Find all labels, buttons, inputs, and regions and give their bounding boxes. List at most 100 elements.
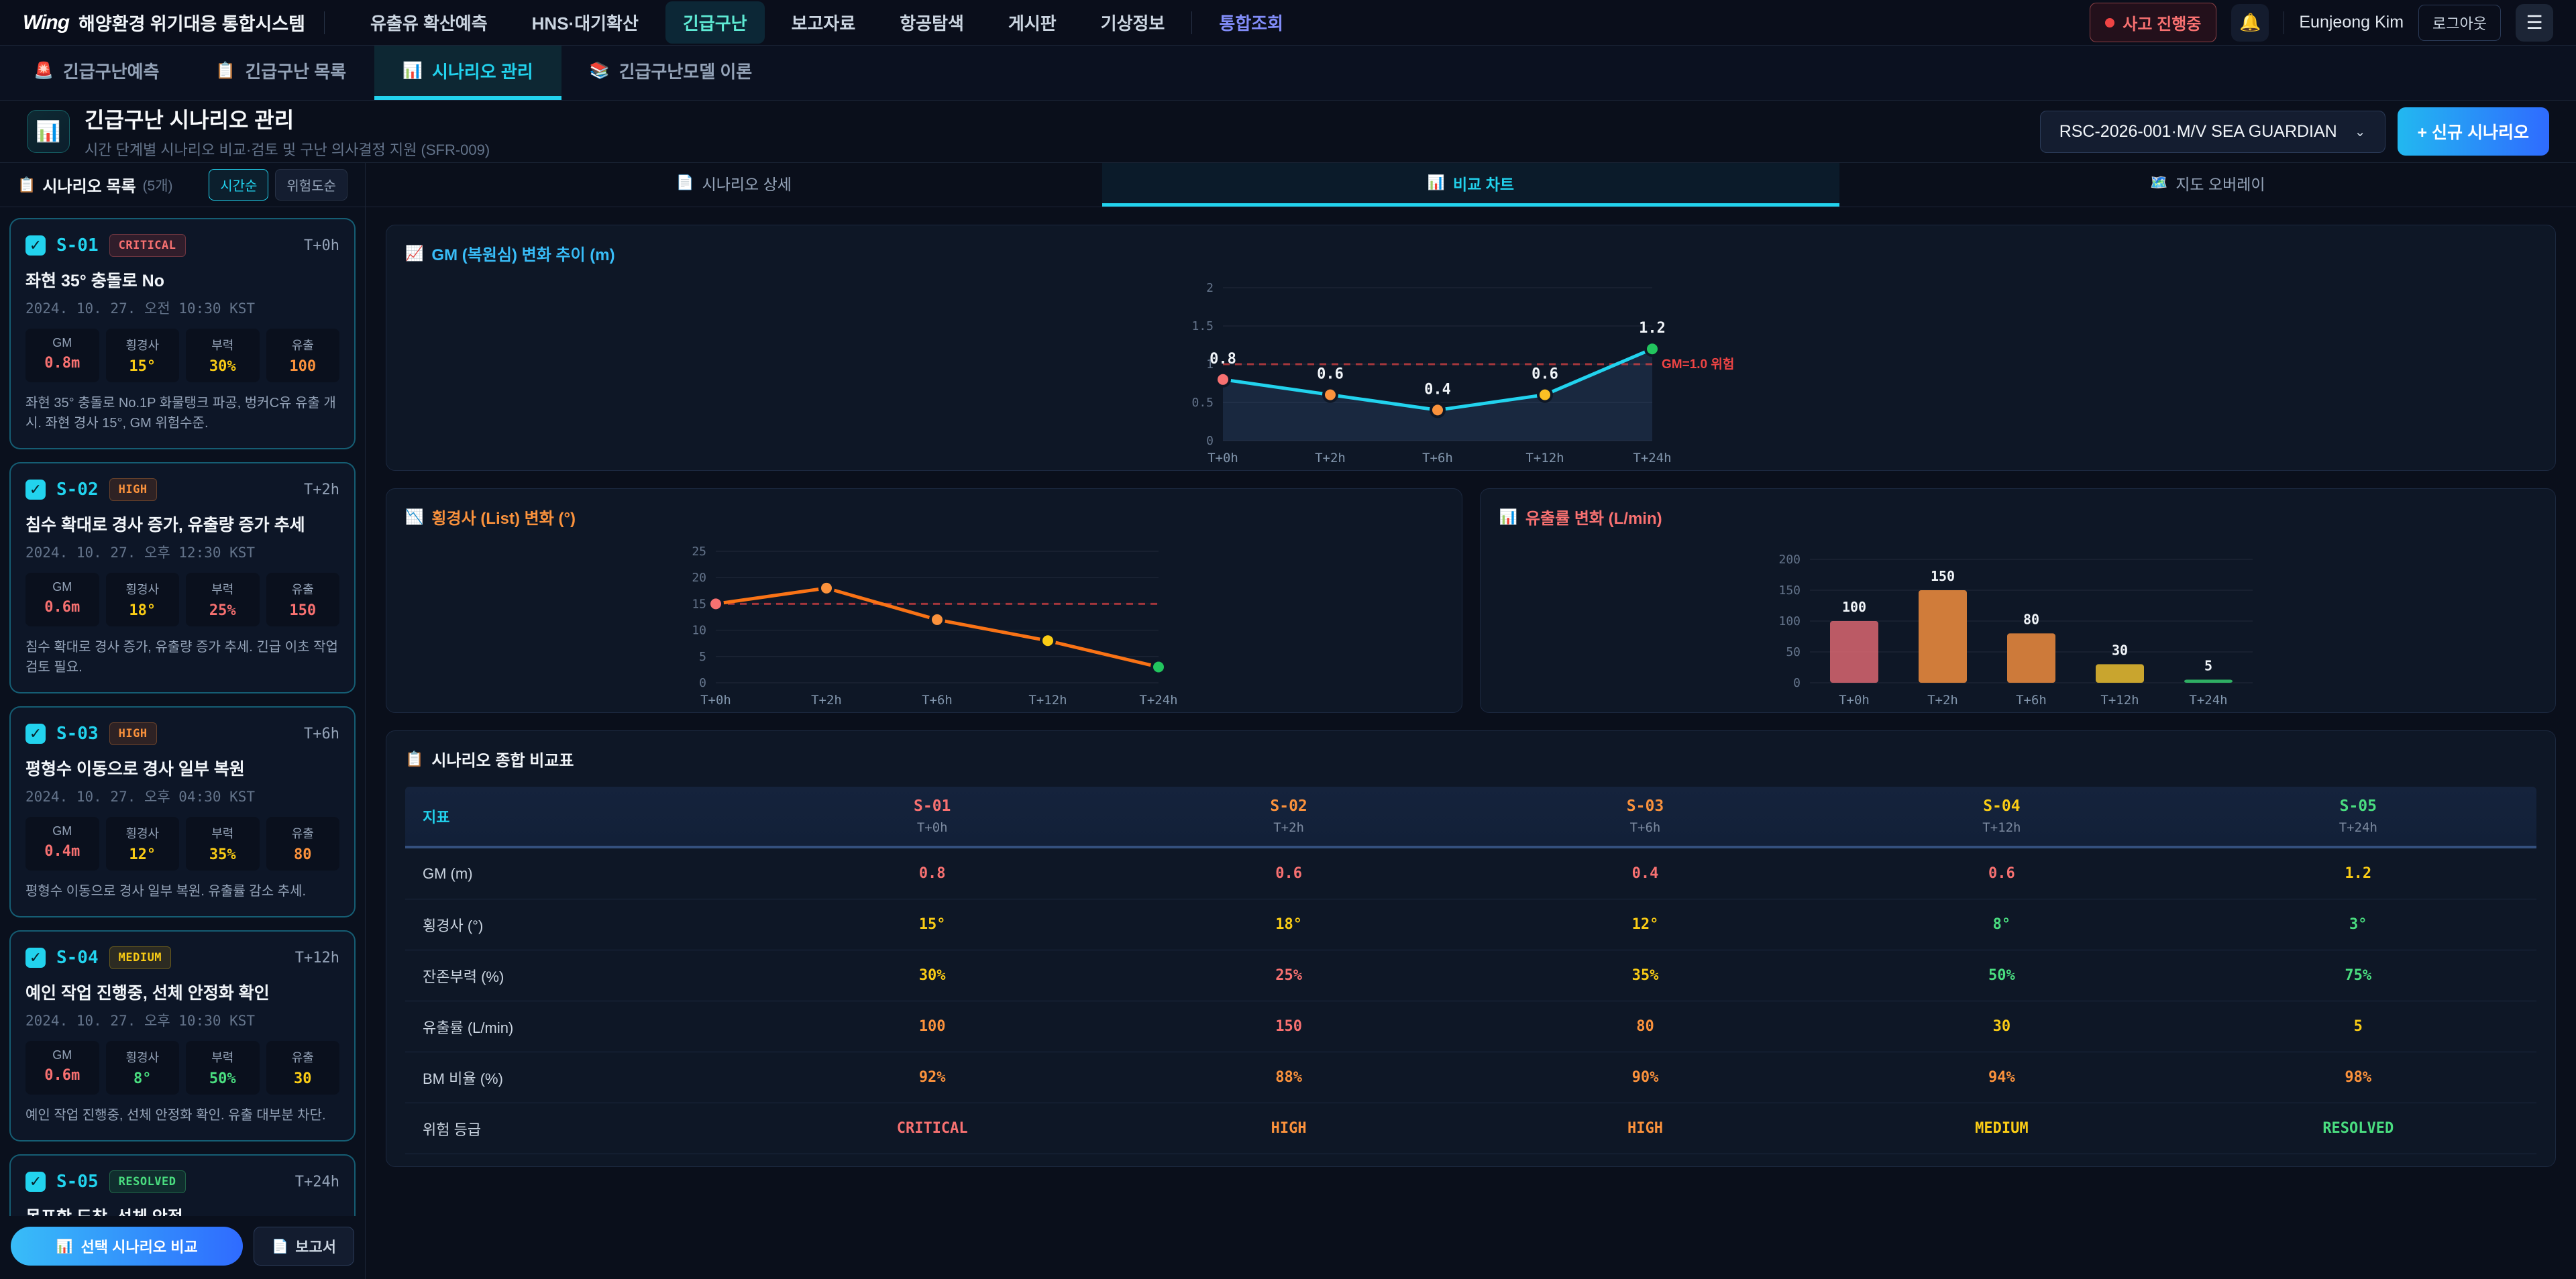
scenario-card-S-02[interactable]: ✓ S-02 HIGH T+2h 침수 확대로 경사 증가, 유출량 증가 추세 2024…: [9, 462, 356, 693]
nav-item-7[interactable]: 기상정보: [1100, 13, 1165, 34]
main-nav: 유출유 확산예측 HNS·대기확산 긴급구난 보고자료 항공탐색 게시판 기상정보 통합조회: [353, 1, 2071, 44]
module-tab-4[interactable]: 📚 긴급구난모델 이론: [561, 46, 780, 100]
svg-text:T+6h: T+6h: [2016, 693, 2047, 708]
metric-value: 0.6m: [44, 599, 80, 616]
nav-item-1[interactable]: 유출유 확산예측: [370, 13, 488, 34]
card-header: ✓ S-03 HIGH T+6h: [25, 722, 339, 745]
metric-value: 8°: [133, 1070, 152, 1087]
metric-value: 80: [294, 846, 312, 863]
page-title: 긴급구난 시나리오 관리: [85, 108, 294, 132]
metric-row: GM 0.6m 횡경사 8° 부력 50% 유출 30: [25, 1041, 339, 1095]
incident-dot-icon: [2105, 17, 2115, 27]
nav-item-4[interactable]: 보고자료: [791, 13, 856, 34]
nav-item-8[interactable]: 통합조회: [1219, 13, 1284, 34]
svg-text:T+12h: T+12h: [2100, 693, 2139, 708]
menu-button[interactable]: ☰: [2516, 3, 2553, 42]
scenario-checkbox[interactable]: ✓: [25, 948, 46, 968]
metric-value: 35%: [209, 846, 236, 863]
scenario-checkbox[interactable]: ✓: [25, 235, 46, 256]
new-scenario-button[interactable]: + 신규 시나리오: [2397, 107, 2549, 156]
report-label: 보고서: [295, 1239, 336, 1256]
metric-value: 150: [289, 602, 317, 619]
table-cell-value: 0.8: [918, 865, 946, 882]
scenario-description: 평형수 이동으로 경사 일부 복원. 유출률 감소 추세.: [25, 884, 307, 899]
view-tab-2[interactable]: 📊 비교 차트: [1102, 163, 1839, 207]
svg-text:80: 80: [2023, 611, 2039, 627]
module-tab-1[interactable]: 🚨 긴급구난예측: [5, 46, 187, 100]
scenario-checkbox[interactable]: ✓: [25, 480, 46, 500]
logout-button[interactable]: 로그아웃: [2418, 4, 2501, 41]
svg-text:T+6h: T+6h: [1422, 451, 1453, 465]
metric-box: 횡경사 8°: [105, 1041, 179, 1095]
svg-text:T+0h: T+0h: [1208, 451, 1238, 465]
risk-badge: CRITICAL: [109, 234, 186, 257]
tab-label: 긴급구난 목록: [245, 62, 347, 82]
metric-label: 횡경사: [125, 827, 160, 840]
chevron-down-icon: ⌄: [2354, 124, 2366, 140]
case-selector-dropdown[interactable]: RSC-2026-001·M/V SEA GUARDIAN ⌄: [2039, 110, 2385, 153]
nav-item-3[interactable]: 긴급구난: [665, 1, 765, 44]
module-tab-2[interactable]: 📋 긴급구난 목록: [187, 46, 374, 100]
tab-label: 긴급구난예측: [62, 62, 160, 82]
scenario-time-offset: T+12h: [294, 949, 339, 966]
spill-panel-title: 📊 유출률 변화 (L/min): [1481, 489, 2556, 533]
case-selector-value: RSC-2026-001·M/V SEA GUARDIAN: [2059, 121, 2337, 141]
scenario-column-id: S-05: [2339, 797, 2377, 815]
module-tab-3[interactable]: 📊 시나리오 관리: [374, 46, 561, 100]
sort-by-risk-button[interactable]: 위험도순: [275, 169, 347, 201]
metric-label: 부력: [211, 827, 234, 840]
table-cell-value: 75%: [2345, 967, 2372, 984]
svg-text:T+24h: T+24h: [1140, 693, 1178, 708]
sort-by-time-button[interactable]: 시간순: [209, 169, 269, 201]
list-angle-chart: 0 5 10 15 20 25 T+0h T+2h T+6h T+12h T+24h: [386, 533, 1462, 712]
metric-box: GM 0.6m: [25, 573, 99, 626]
nav-item-5[interactable]: 항공탐색: [900, 13, 964, 34]
metric-label: GM: [52, 580, 72, 594]
table-cell-value: CRITICAL: [896, 1120, 968, 1137]
view-tab-1[interactable]: 📄 시나리오 상세: [366, 163, 1102, 207]
scenario-card-S-04[interactable]: ✓ S-04 MEDIUM T+12h 예인 작업 진행중, 선체 안정화 확인 2024…: [9, 930, 356, 1142]
svg-text:0.5: 0.5: [1191, 396, 1214, 410]
tab-icon: 📄: [676, 175, 694, 190]
table-cell-value: 12°: [1631, 916, 1659, 933]
row-label: 잔존부력 (%): [423, 968, 504, 985]
page-title-block: 긴급구난 시나리오 관리 시간 단계별 시나리오 비교·검토 및 구난 의사결정…: [85, 103, 490, 160]
report-button[interactable]: 📄 보고서: [254, 1227, 354, 1266]
view-tab-3[interactable]: 🗺️ 지도 오버레이: [1839, 163, 2576, 207]
scenario-checkbox[interactable]: ✓: [25, 724, 46, 744]
tab-icon: 📊: [1427, 175, 1446, 190]
nav-item-2[interactable]: HNS·대기확산: [531, 13, 639, 34]
svg-text:0.8: 0.8: [1210, 351, 1236, 368]
divider: [1191, 11, 1193, 34]
tab-icon: 🚨: [34, 62, 54, 80]
tab-label: 시나리오 관리: [431, 62, 533, 82]
svg-text:0.6: 0.6: [1317, 366, 1344, 383]
table-cell-value: 15°: [918, 916, 946, 933]
metric-box: 부력 50%: [186, 1041, 260, 1095]
charts-view: 📈 GM (복원심) 변화 추이 (m) 0 0.5 1 1.5 2 GM=1.0 위험 0.…: [366, 207, 2576, 1279]
gm-trend-panel: 📈 GM (복원심) 변화 추이 (m) 0 0.5 1 1.5 2 GM=1.0 위험 0.…: [386, 225, 2556, 471]
scenario-card-S-01[interactable]: ✓ S-01 CRITICAL T+0h 좌현 35° 충돌로 No 2024. 10. …: [9, 218, 356, 449]
scenario-card-S-03[interactable]: ✓ S-03 HIGH T+6h 평형수 이동으로 경사 일부 복원 2024. 10. …: [9, 706, 356, 917]
metric-label: 부력: [211, 583, 234, 596]
metric-value: 25%: [209, 602, 236, 619]
metric-label: GM: [52, 824, 72, 838]
table-cell-value: 100: [918, 1018, 946, 1035]
scenario-id: S-02: [56, 480, 99, 500]
scenario-checkbox[interactable]: ✓: [25, 1172, 46, 1192]
nav-item-6[interactable]: 게시판: [1008, 13, 1057, 34]
gm-chart: 0 0.5 1 1.5 2 GM=1.0 위험 0.8 0.6 0.4 0.6 1.2 T+0h T+2…: [386, 269, 2555, 470]
bar-chart-icon: 📊: [36, 120, 61, 143]
metric-row: GM 0.8m 횡경사 15° 부력 30% 유출 100: [25, 329, 339, 382]
compare-scenarios-button[interactable]: 📊 선택 시나리오 비교: [11, 1227, 244, 1266]
metric-value: 0.4m: [44, 843, 80, 860]
svg-text:1.2: 1.2: [1639, 320, 1666, 337]
svg-text:200: 200: [1778, 553, 1801, 567]
brand-logo: Wing: [23, 11, 70, 34]
scenario-datetime: 2024. 10. 27. 오후 04:30 KST: [25, 789, 256, 805]
table-header-scenario: S-05 T+24h: [2180, 797, 2536, 835]
notification-bell-button[interactable]: 🔔: [2231, 3, 2269, 42]
sort-controls: 시간순 위험도순: [209, 169, 347, 201]
scenario-card-list: ✓ S-01 CRITICAL T+0h 좌현 35° 충돌로 No 2024. 10. …: [0, 207, 365, 1216]
